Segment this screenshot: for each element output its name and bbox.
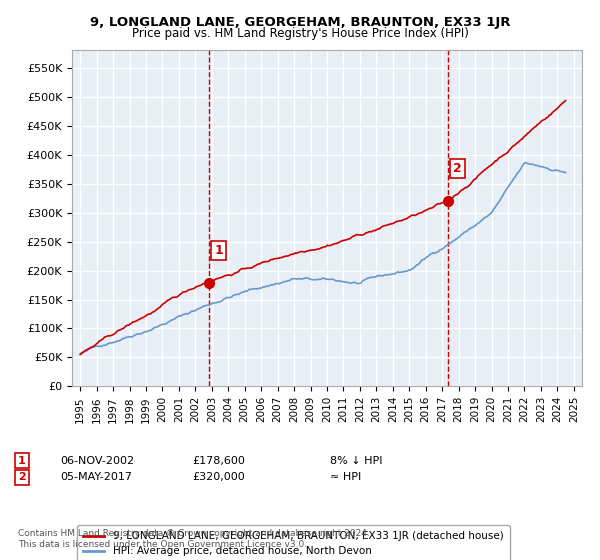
Text: ≈ HPI: ≈ HPI [330,473,361,483]
Text: 8% ↓ HPI: 8% ↓ HPI [330,456,383,466]
Text: 9, LONGLAND LANE, GEORGEHAM, BRAUNTON, EX33 1JR: 9, LONGLAND LANE, GEORGEHAM, BRAUNTON, E… [90,16,510,29]
Text: Price paid vs. HM Land Registry's House Price Index (HPI): Price paid vs. HM Land Registry's House … [131,27,469,40]
Text: 2: 2 [18,473,26,483]
Text: £178,600: £178,600 [192,456,245,466]
Text: 1: 1 [214,244,223,257]
Legend: 9, LONGLAND LANE, GEORGEHAM, BRAUNTON, EX33 1JR (detached house), HPI: Average p: 9, LONGLAND LANE, GEORGEHAM, BRAUNTON, E… [77,525,509,560]
Text: Contains HM Land Registry data © Crown copyright and database right 2024.
This d: Contains HM Land Registry data © Crown c… [18,529,370,549]
Text: £320,000: £320,000 [192,473,245,483]
Text: 05-MAY-2017: 05-MAY-2017 [60,473,132,483]
Text: 06-NOV-2002: 06-NOV-2002 [60,456,134,466]
Text: 1: 1 [18,456,26,466]
Text: 2: 2 [453,162,461,175]
